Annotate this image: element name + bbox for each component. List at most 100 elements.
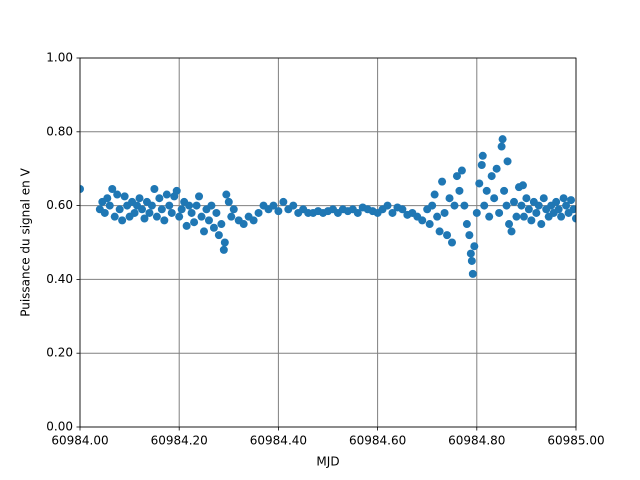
data-point <box>527 216 536 225</box>
data-point <box>478 151 487 160</box>
data-point <box>140 214 149 223</box>
data-point <box>468 269 477 278</box>
data-point <box>204 216 213 225</box>
x-axis-label: MJD <box>316 455 339 469</box>
data-point <box>274 207 283 216</box>
data-point <box>165 201 174 210</box>
data-point <box>477 161 486 170</box>
data-point <box>135 194 144 203</box>
data-point <box>462 220 471 229</box>
data-point <box>518 181 527 190</box>
data-point <box>450 201 459 210</box>
data-point <box>428 201 437 210</box>
data-point <box>472 208 481 217</box>
data-point <box>145 208 154 217</box>
data-point <box>503 157 512 166</box>
data-point <box>559 194 568 203</box>
data-point <box>197 212 206 221</box>
data-point <box>524 205 533 214</box>
data-point <box>353 208 362 217</box>
data-point <box>522 194 531 203</box>
data-point <box>115 205 124 214</box>
data-point <box>569 205 576 214</box>
data-point <box>195 192 204 201</box>
data-point <box>150 184 159 193</box>
data-point <box>452 172 461 181</box>
data-point <box>167 208 176 217</box>
data-point <box>187 208 196 217</box>
data-point <box>532 208 541 217</box>
data-point <box>155 194 164 203</box>
data-point <box>507 227 516 236</box>
data-point <box>227 212 236 221</box>
data-point <box>212 208 221 217</box>
data-point <box>254 208 263 217</box>
data-point <box>209 223 218 232</box>
data-point <box>200 227 208 236</box>
y-tick-label: 0.00 <box>46 420 73 434</box>
data-point <box>562 201 571 210</box>
data-point <box>177 205 186 214</box>
data-point <box>190 218 199 227</box>
data-point <box>110 212 119 221</box>
data-point <box>445 194 454 203</box>
data-point <box>460 201 469 210</box>
data-point <box>572 214 576 223</box>
data-point <box>512 212 521 221</box>
y-tick-label: 0.40 <box>46 272 73 286</box>
data-point <box>552 197 561 206</box>
data-point <box>534 201 543 210</box>
data-point <box>480 201 489 210</box>
data-point <box>100 208 109 217</box>
data-point <box>505 220 514 229</box>
data-point <box>425 220 434 229</box>
data-point <box>113 190 122 199</box>
x-tick-label: 60984.40 <box>250 434 307 448</box>
data-point <box>182 221 191 230</box>
data-point <box>467 256 476 265</box>
data-point <box>557 212 566 221</box>
x-tick-label: 60985.00 <box>547 434 604 448</box>
data-point <box>554 205 563 214</box>
data-point <box>185 201 194 210</box>
data-point <box>482 186 491 195</box>
data-point <box>383 201 392 210</box>
data-point <box>130 208 139 217</box>
data-point <box>229 205 238 214</box>
data-point <box>162 190 171 199</box>
data-point <box>239 220 248 229</box>
data-point <box>443 231 452 240</box>
data-point <box>537 220 546 229</box>
data-point <box>495 208 504 217</box>
data-point <box>222 190 231 199</box>
data-point <box>279 197 288 206</box>
data-point <box>440 208 449 217</box>
data-point <box>398 205 407 214</box>
data-point <box>485 212 494 221</box>
data-point <box>157 205 166 214</box>
data-point <box>207 201 216 210</box>
data-point <box>214 231 223 240</box>
data-point <box>457 166 466 175</box>
data-point <box>492 164 501 173</box>
data-point <box>510 197 518 206</box>
data-point <box>567 196 576 205</box>
y-tick-label: 1.00 <box>46 51 73 65</box>
data-point <box>448 238 456 247</box>
data-point <box>487 172 496 181</box>
data-point <box>497 142 506 151</box>
data-point <box>438 177 447 186</box>
plot-points <box>80 135 576 278</box>
data-point <box>105 201 114 210</box>
data-point <box>108 184 117 193</box>
x-tick-label: 60984.80 <box>448 434 505 448</box>
x-tick-label: 60984.20 <box>151 434 208 448</box>
data-point <box>217 220 226 229</box>
data-point <box>289 201 298 210</box>
data-point <box>118 216 127 225</box>
x-tick-label: 60984.00 <box>51 434 108 448</box>
data-point <box>502 201 511 210</box>
data-point <box>517 201 526 210</box>
